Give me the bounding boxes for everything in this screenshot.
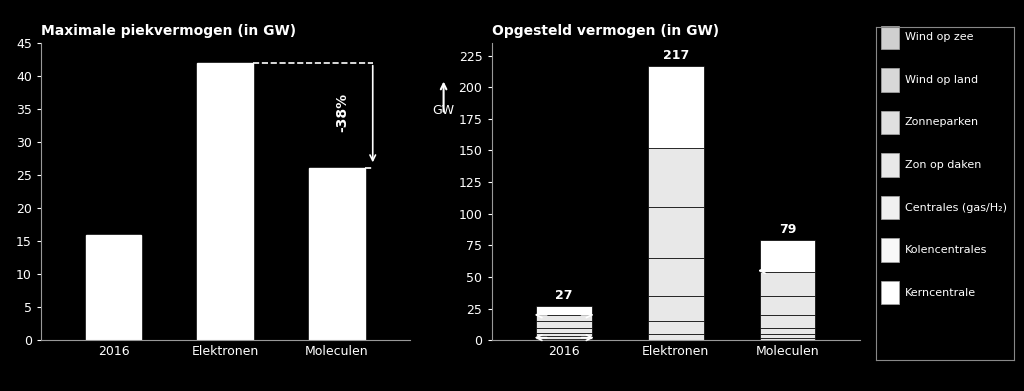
Bar [760, 296, 815, 315]
Bar [760, 334, 815, 338]
Bar [537, 328, 592, 333]
Bar [881, 281, 899, 304]
Bar [760, 272, 815, 296]
Bar [760, 315, 815, 328]
Bar [537, 336, 592, 339]
Bar [648, 148, 703, 207]
Text: 27: 27 [555, 289, 572, 302]
Bar [881, 153, 899, 177]
Bar [648, 258, 703, 296]
Bar [86, 235, 141, 340]
Bar [537, 333, 592, 336]
Bar [648, 334, 703, 340]
Bar [881, 239, 899, 262]
Bar [537, 306, 592, 315]
Bar [309, 169, 365, 340]
Text: -38%: -38% [336, 93, 349, 132]
Bar [881, 111, 899, 134]
Text: Kolencentrales: Kolencentrales [904, 245, 987, 255]
Bar [648, 321, 703, 334]
Bar [760, 338, 815, 340]
Text: Centrales (gas/H₂): Centrales (gas/H₂) [904, 203, 1007, 212]
Text: Zon op daken: Zon op daken [904, 160, 981, 170]
Bar [760, 328, 815, 334]
Text: Wind op land: Wind op land [904, 75, 978, 85]
Text: Opgesteld vermogen (in GW): Opgesteld vermogen (in GW) [492, 24, 719, 38]
Bar [881, 196, 899, 219]
Bar [537, 321, 592, 328]
Bar [648, 66, 703, 148]
Bar [881, 26, 899, 49]
Bar [537, 315, 592, 321]
Text: 217: 217 [663, 49, 689, 62]
Text: GW: GW [432, 104, 455, 117]
Text: Wind op zee: Wind op zee [904, 32, 973, 42]
Text: Zonneparken: Zonneparken [904, 117, 979, 127]
Text: Kerncentrale: Kerncentrale [904, 288, 976, 298]
Bar [198, 63, 253, 340]
Text: 79: 79 [779, 224, 797, 237]
Text: Maximale piekvermogen (in GW): Maximale piekvermogen (in GW) [41, 24, 296, 38]
Bar [537, 339, 592, 340]
Bar [648, 207, 703, 258]
Bar [648, 296, 703, 321]
Bar [881, 68, 899, 91]
Bar [760, 240, 815, 272]
